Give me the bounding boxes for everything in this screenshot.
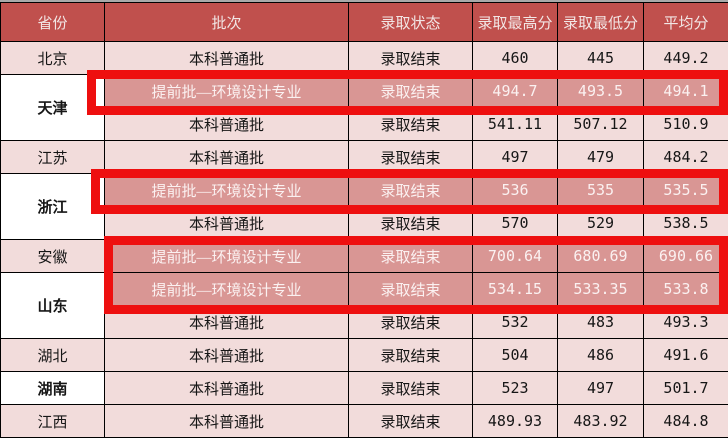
min-score-cell: 483 (557, 305, 644, 339)
header-max-score: 录取最高分 (472, 2, 558, 42)
max-score-cell: 460 (472, 41, 558, 75)
batch-cell: 本科普通批 (104, 338, 349, 372)
max-score-cell: 532 (472, 305, 558, 339)
batch-cell: 提前批—环境设计专业 (104, 239, 349, 273)
max-score-cell: 504 (472, 338, 558, 372)
header-avg-score: 平均分 (643, 2, 728, 42)
province-cell: 江西 (0, 404, 105, 438)
max-score-cell: 489.93 (472, 404, 558, 438)
avg-score-cell: 484.2 (643, 140, 728, 174)
max-score-cell: 534.15 (472, 272, 558, 306)
batch-cell: 本科普通批 (104, 107, 349, 141)
batch-cell: 本科普通批 (104, 371, 349, 405)
avg-score-cell: 510.9 (643, 107, 728, 141)
batch-cell: 本科普通批 (104, 140, 349, 174)
table-row: 天津 提前批—环境设计专业 录取结束 494.7 493.5 494.1 (0, 74, 728, 141)
header-batch: 批次 (104, 2, 349, 42)
avg-score-cell: 484.8 (643, 404, 728, 438)
min-score-cell: 529 (557, 206, 644, 240)
status-cell: 录取结束 (348, 404, 473, 438)
batch-cell: 本科普通批 (104, 41, 349, 75)
min-score-cell: 497 (557, 371, 644, 405)
table-body: 北京 本科普通批 录取结束 460 445 449.2 天津 提前批—环境设计专业 录取结束 49… (0, 41, 728, 438)
header-row: 省份 批次 录取状态 录取最高分 录取最低分 平均分 (0, 2, 728, 42)
table-row: 安徽 提前批—环境设计专业 录取结束 700.64 680.69 690.66 (0, 239, 728, 273)
status-cell: 录取结束 (348, 41, 473, 75)
province-cell: 天津 (0, 74, 105, 141)
avg-score-cell: 493.3 (643, 305, 728, 339)
max-score-cell: 700.64 (472, 239, 558, 273)
status-cell: 录取结束 (348, 239, 473, 273)
avg-score-cell: 491.6 (643, 338, 728, 372)
batch-cell: 本科普通批 (104, 206, 349, 240)
table-row: 本科普通批 录取结束 570 529 538.5 (1, 206, 728, 240)
table-row: 江苏 本科普通批 录取结束 497 479 484.2 (0, 140, 728, 174)
header-province: 省份 (0, 2, 105, 42)
avg-score-cell: 533.8 (643, 272, 728, 306)
batch-cell: 本科普通批 (104, 404, 349, 438)
province-cell: 山东 (0, 272, 105, 339)
max-score-cell: 570 (472, 206, 558, 240)
max-score-cell: 494.7 (472, 74, 558, 108)
max-score-cell: 497 (472, 140, 558, 174)
min-score-cell: 680.69 (557, 239, 644, 273)
avg-score-cell: 494.1 (643, 74, 728, 108)
table-row: 湖北 本科普通批 录取结束 504 486 491.6 (0, 338, 728, 372)
table-row: 江西 本科普通批 录取结束 489.93 483.92 484.8 (0, 404, 728, 438)
table-row: 本科普通批 录取结束 532 483 493.3 (1, 305, 728, 339)
min-score-cell: 507.12 (557, 107, 644, 141)
table-row: 本科普通批 录取结束 541.11 507.12 510.9 (1, 107, 728, 141)
avg-score-cell: 501.7 (643, 371, 728, 405)
province-cell: 安徽 (0, 239, 105, 273)
status-cell: 录取结束 (348, 338, 473, 372)
province-cell: 浙江 (0, 173, 105, 240)
min-score-cell: 486 (557, 338, 644, 372)
batch-cell: 本科普通批 (104, 305, 349, 339)
table-row: 湖南 本科普通批 录取结束 523 497 501.7 (0, 371, 728, 405)
status-cell: 录取结束 (348, 206, 473, 240)
avg-score-cell: 449.2 (643, 41, 728, 75)
header-status: 录取状态 (348, 2, 473, 42)
batch-cell: 提前批—环境设计专业 (104, 272, 349, 306)
min-score-cell: 445 (557, 41, 644, 75)
table-row: 浙江 提前批—环境设计专业 录取结束 536 535 535.5 (0, 173, 728, 240)
status-cell: 录取结束 (348, 74, 473, 108)
province-cell: 江苏 (0, 140, 105, 174)
max-score-cell: 523 (472, 371, 558, 405)
status-cell: 录取结束 (348, 173, 473, 207)
min-score-cell: 479 (557, 140, 644, 174)
header-min-score: 录取最低分 (557, 2, 644, 42)
table-row: 北京 本科普通批 录取结束 460 445 449.2 (0, 41, 728, 75)
status-cell: 录取结束 (348, 140, 473, 174)
min-score-cell: 533.35 (557, 272, 644, 306)
top-border-line (0, 0, 728, 2)
max-score-cell: 536 (472, 173, 558, 207)
avg-score-cell: 535.5 (643, 173, 728, 207)
status-cell: 录取结束 (348, 371, 473, 405)
status-cell: 录取结束 (348, 107, 473, 141)
status-cell: 录取结束 (348, 305, 473, 339)
province-cell: 湖北 (0, 338, 105, 372)
batch-cell: 提前批—环境设计专业 (104, 173, 349, 207)
table-header: 省份 批次 录取状态 录取最高分 录取最低分 平均分 (0, 2, 728, 42)
min-score-cell: 535 (557, 173, 644, 207)
batch-cell: 提前批—环境设计专业 (104, 74, 349, 108)
status-cell: 录取结束 (348, 272, 473, 306)
max-score-cell: 541.11 (472, 107, 558, 141)
min-score-cell: 493.5 (557, 74, 644, 108)
avg-score-cell: 690.66 (643, 239, 728, 273)
table-row: 山东 提前批—环境设计专业 录取结束 534.15 533.35 533.8 (0, 272, 728, 339)
province-cell: 北京 (0, 41, 105, 75)
min-score-cell: 483.92 (557, 404, 644, 438)
avg-score-cell: 538.5 (643, 206, 728, 240)
province-cell: 湖南 (0, 371, 105, 405)
